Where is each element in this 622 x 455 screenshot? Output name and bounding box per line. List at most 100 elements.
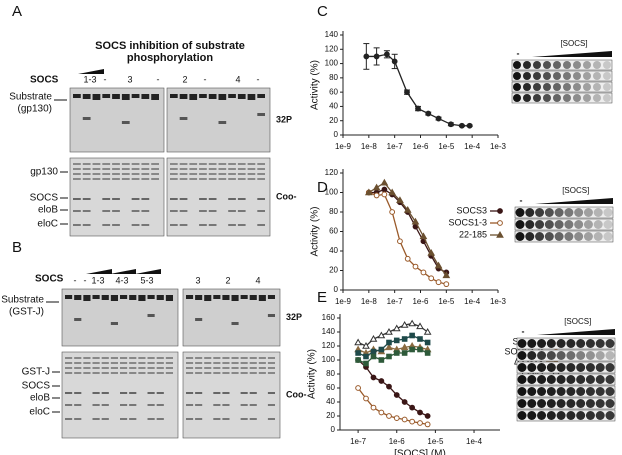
- band: [179, 94, 188, 99]
- blot-strip: [511, 92, 613, 104]
- blot-dot: [563, 83, 571, 91]
- blot-dot: [533, 61, 541, 69]
- y-axis-label: Activity (%): [307, 349, 318, 399]
- band: [186, 392, 194, 394]
- y-tick-label: 60: [326, 383, 335, 392]
- band: [82, 168, 91, 170]
- blot-dot: [546, 375, 556, 384]
- band: [73, 94, 81, 98]
- band: [74, 418, 82, 420]
- blot-dot: [593, 61, 601, 69]
- x-tick-label: 1e-4: [464, 142, 481, 151]
- band: [249, 404, 257, 406]
- band-label: eloC: [37, 219, 58, 230]
- band-label: SOCS: [22, 381, 51, 392]
- blot-dot: [566, 339, 576, 348]
- data-point: [401, 350, 408, 356]
- legend-label: Δ22-23: [514, 356, 543, 366]
- blot-dot: [537, 351, 547, 360]
- band: [170, 173, 178, 175]
- band: [120, 404, 128, 406]
- band: [129, 295, 137, 300]
- data-point: [397, 238, 403, 245]
- band-label: eloC: [29, 407, 50, 418]
- blot-dot: [527, 351, 537, 360]
- band: [204, 295, 212, 301]
- blot-dot: [603, 61, 611, 69]
- series-line: [366, 53, 470, 127]
- band: [186, 357, 194, 359]
- band: [170, 198, 178, 200]
- band: [138, 372, 146, 374]
- data-point: [383, 51, 390, 58]
- band: [83, 357, 91, 359]
- blot-dot: [593, 208, 603, 217]
- band: [110, 357, 118, 359]
- gel-image: [182, 351, 281, 439]
- band: [240, 295, 248, 299]
- band: [186, 362, 194, 364]
- blot-label: [SOCS]: [564, 317, 591, 326]
- data-point: [369, 334, 378, 342]
- data-point: [400, 320, 409, 328]
- data-point: [417, 336, 423, 342]
- band: [82, 178, 91, 180]
- band: [121, 121, 130, 124]
- band: [195, 418, 203, 420]
- gel-tag: 32P: [286, 312, 302, 322]
- band: [156, 372, 164, 374]
- wedge: [537, 329, 615, 335]
- data-point: [417, 409, 423, 416]
- band: [179, 168, 188, 170]
- y-tick-label: 40: [329, 246, 338, 255]
- blot-dot: [527, 339, 537, 348]
- band: [101, 367, 109, 369]
- blot-dot: [513, 94, 521, 102]
- blot-dot: [585, 363, 595, 372]
- blot-dot: [556, 411, 566, 420]
- band: [204, 367, 212, 369]
- band: [102, 173, 111, 175]
- blot-dot: [515, 232, 525, 241]
- data-point: [424, 339, 431, 346]
- data-point: [354, 338, 362, 346]
- data-point: [404, 255, 411, 262]
- band: [92, 372, 100, 374]
- band: [231, 322, 239, 325]
- blot-dot: [566, 387, 576, 396]
- band: [156, 404, 164, 406]
- band: [247, 94, 256, 100]
- blot-dot: [593, 220, 603, 229]
- band: [131, 168, 140, 170]
- band: [121, 94, 130, 100]
- data-point: [363, 353, 369, 360]
- band: [121, 163, 130, 165]
- y-tick-label: 60: [329, 87, 338, 96]
- gel-tag: 32P: [276, 114, 292, 124]
- band: [195, 404, 203, 406]
- band: [237, 94, 246, 99]
- data-point: [393, 392, 400, 398]
- band: [165, 362, 173, 364]
- band: [186, 372, 194, 374]
- band: [147, 392, 155, 394]
- data-point: [372, 183, 381, 191]
- band: [247, 178, 256, 180]
- band: [102, 168, 111, 170]
- band: [208, 173, 217, 175]
- band: [112, 163, 120, 165]
- lane-label: 4-3: [115, 275, 128, 285]
- data-point: [417, 346, 423, 353]
- y-tick-label: 20: [329, 266, 338, 275]
- band: [179, 178, 188, 180]
- x-tick-label: 1e-9: [335, 142, 352, 151]
- blot-dot: [527, 363, 537, 372]
- band: [129, 418, 137, 420]
- blot-dot: [544, 220, 554, 229]
- band: [101, 392, 109, 394]
- blot-dot: [546, 387, 556, 396]
- band: [156, 362, 164, 364]
- band: [247, 168, 256, 170]
- band: [151, 163, 159, 165]
- y-tick-label: 80: [329, 207, 338, 216]
